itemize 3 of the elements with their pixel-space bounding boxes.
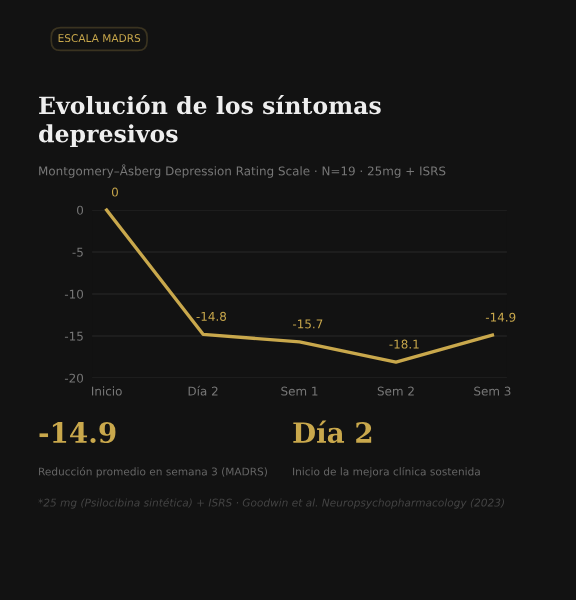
text: -14.9 xyxy=(39,422,116,444)
chart-title: Evolución de los síntomas depresivos xyxy=(38,95,381,148)
text: Día 2 xyxy=(293,420,372,444)
